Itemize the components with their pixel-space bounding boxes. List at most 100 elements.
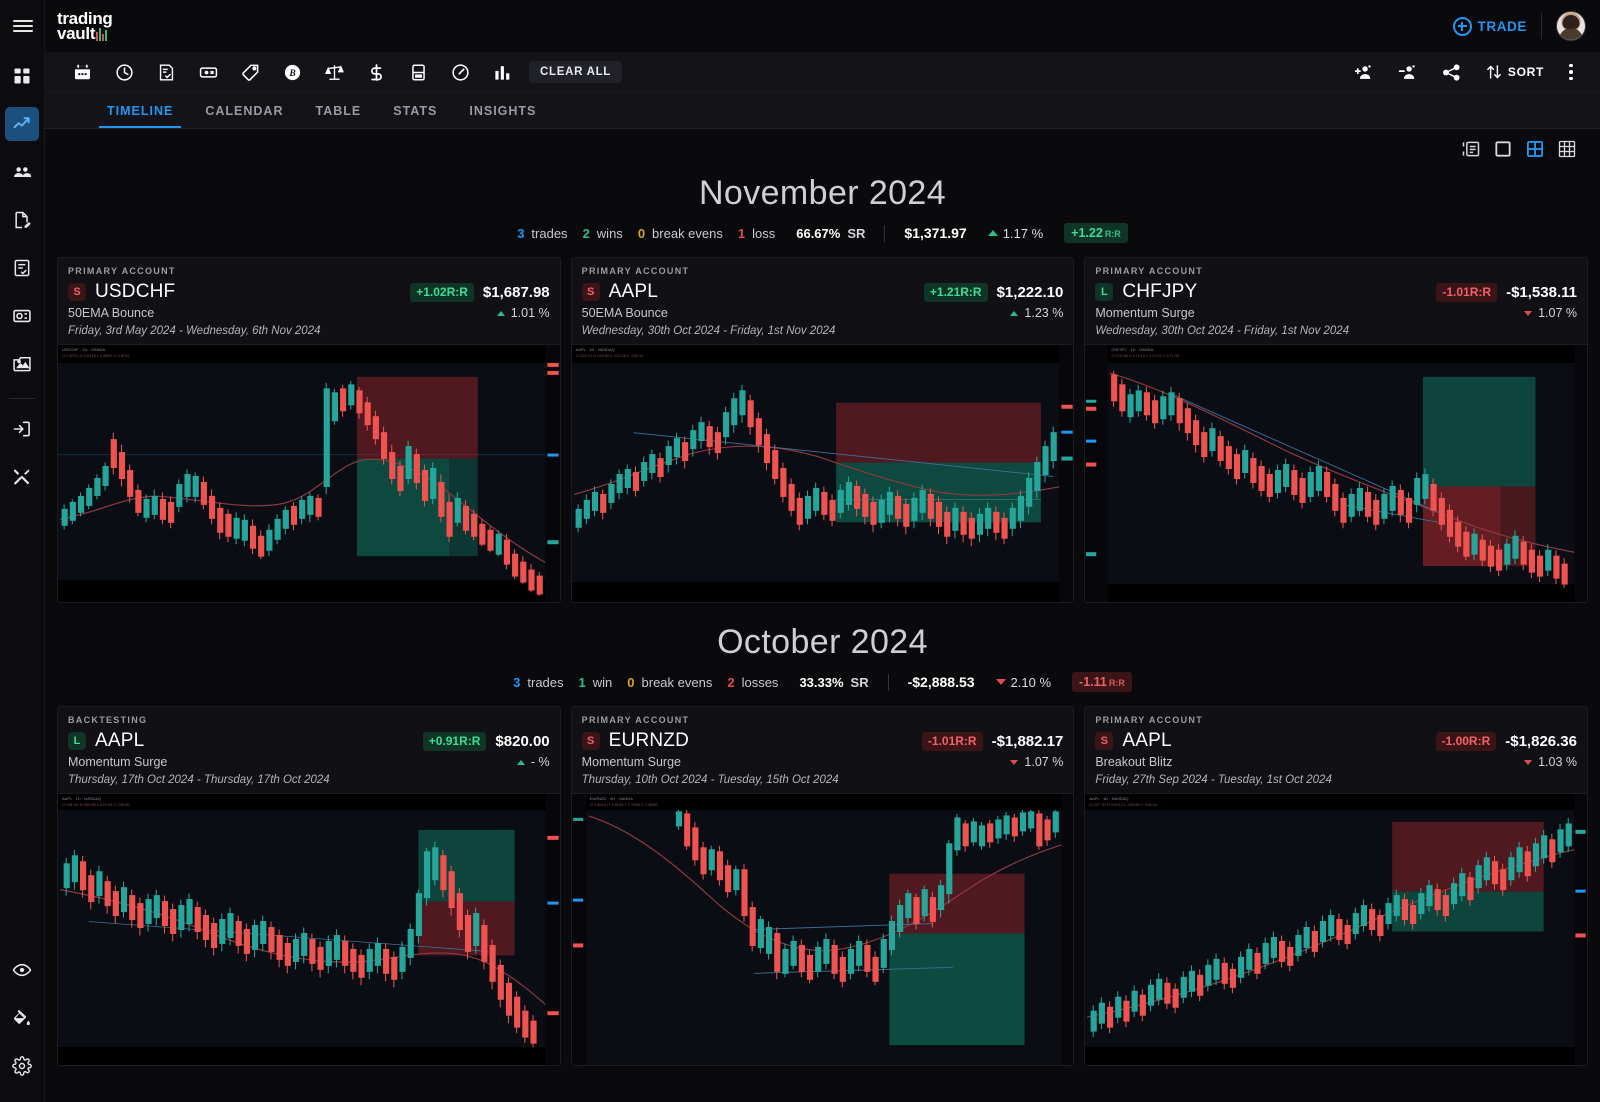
trade-chart[interactable]: AAPL · 1D · NASDAQ O 227.30 H 229.12 L 2… xyxy=(1085,793,1587,1065)
trend-down-icon xyxy=(1010,759,1019,765)
dollar-icon[interactable] xyxy=(355,52,397,93)
add-trade-label: TRADE xyxy=(1477,18,1527,34)
scales-icon[interactable] xyxy=(313,52,355,93)
success-rate-value: 33.33% xyxy=(799,674,844,690)
sidebar-item-community[interactable] xyxy=(5,155,39,189)
sidebar-item-import[interactable] xyxy=(5,412,39,446)
avatar[interactable] xyxy=(1556,11,1586,41)
tab-timeline[interactable]: TIMELINE xyxy=(91,93,189,128)
clock-icon[interactable] xyxy=(103,52,145,93)
note-check-icon[interactable] xyxy=(145,52,187,93)
sidebar-item-gallery[interactable] xyxy=(5,347,39,381)
sidebar-item-eye[interactable] xyxy=(5,953,39,987)
symbol-row: L CHFJPY -1.01R:R -$1,538.11 xyxy=(1095,281,1577,303)
trade-chart[interactable]: AAPL · 1D · NASDAQ O 225.14 H 229.80 L 2… xyxy=(571,344,1074,602)
strategy-label: 50EMA Bounce xyxy=(581,306,668,320)
success-rate-label: SR xyxy=(847,225,866,241)
month-rr-value: +1.22 xyxy=(1071,226,1103,240)
trade-chart[interactable]: AAPL · 1D · NASDAQ O 231.60 H 233.85 L 2… xyxy=(58,793,560,1065)
sort-button[interactable]: SORT xyxy=(1475,63,1554,81)
tab-stats[interactable]: STATS xyxy=(393,103,438,118)
brand-line-2: vault xyxy=(57,24,96,43)
trade-rr-value: -1.01 xyxy=(927,734,956,748)
trade-card[interactable]: PRIMARY ACCOUNT L CHFJPY -1.01R:R -$1,53… xyxy=(1084,257,1588,603)
chart-meta-text: AAPL · 1D · NASDAQ O 227.30 H 229.12 L 2… xyxy=(1089,796,1158,807)
stats-divider xyxy=(884,224,886,242)
trade-metrics: -1.01R:R -$1,538.11 xyxy=(1436,282,1577,302)
candlestick-chart-svg xyxy=(1085,345,1587,602)
trade-pct-change: 1.07 % xyxy=(1010,755,1063,769)
chart-meta-text: EURNZD · 4H · OANDA O 1.8012 H 1.8104 L … xyxy=(589,796,658,807)
trade-card[interactable]: BACKTESTING L AAPL +0.91R:R $820.00 M xyxy=(57,706,561,1066)
sidebar-item-settings[interactable] xyxy=(5,1049,39,1083)
trade-rr-badge: +0.91R:R xyxy=(422,731,487,751)
add-trade-button[interactable]: TRADE xyxy=(1452,16,1528,36)
trade-pct-change: 1.07 % xyxy=(1524,306,1577,320)
wins-count: 1 xyxy=(578,674,586,690)
view-tabs: TIMELINE CALENDAR TABLE STATS INSIGHTS xyxy=(45,93,1600,129)
trade-rr-value: +1.21 xyxy=(929,285,961,299)
sidebar-item-theme[interactable] xyxy=(5,1001,39,1035)
trend-down-icon xyxy=(995,679,1006,685)
symbol-label: EURNZD xyxy=(608,730,690,751)
trade-rr-badge: -1.01R:R xyxy=(921,731,983,751)
trade-rr-value: -1.00 xyxy=(1441,734,1469,748)
month-rr-unit: R:R xyxy=(1104,229,1121,239)
trade-chart[interactable]: EURNZD · 4H · OANDA O 1.8012 H 1.8104 L … xyxy=(571,793,1074,1065)
sidebar-item-trades[interactable] xyxy=(5,107,39,141)
candlestick-chart-svg xyxy=(571,794,1074,1065)
sidebar-item-dashboard[interactable] xyxy=(5,59,39,93)
trade-card[interactable]: PRIMARY ACCOUNT S AAPL -1.00R:R -$1,826.… xyxy=(1084,706,1588,1066)
side-badge: S xyxy=(1095,732,1114,750)
trade-rr-unit: R:R xyxy=(960,285,982,299)
trade-card-header: PRIMARY ACCOUNT S USDCHF +1.02R:R $1,687… xyxy=(58,258,560,344)
single-card-view-icon[interactable] xyxy=(1492,138,1514,160)
bitcoin-icon[interactable]: B xyxy=(271,52,313,93)
trade-card[interactable]: PRIMARY ACCOUNT S AAPL +1.21R:R $1,222.1… xyxy=(570,257,1075,603)
tab-table[interactable]: TABLE xyxy=(315,103,362,118)
tag-icon[interactable] xyxy=(229,52,271,93)
titlebar: trading vault TRADE xyxy=(12,0,1600,52)
sidebar-item-vault[interactable] xyxy=(5,299,39,333)
clear-all-button[interactable]: CLEAR ALL xyxy=(529,61,623,83)
trade-pct-value: 1.07 % xyxy=(1024,755,1064,769)
remove-user-icon[interactable] xyxy=(1387,52,1429,93)
grid-2x2-view-icon[interactable] xyxy=(1524,138,1546,160)
trade-card-header: PRIMARY ACCOUNT S AAPL -1.00R:R -$1,826.… xyxy=(1085,707,1587,793)
trade-pct-value: - % xyxy=(530,755,550,769)
brand-logo[interactable]: trading vault xyxy=(57,10,113,43)
trade-card[interactable]: PRIMARY ACCOUNT S EURNZD -1.01R:R -$1,88… xyxy=(570,706,1075,1066)
trade-card[interactable]: PRIMARY ACCOUNT S USDCHF +1.02R:R $1,687… xyxy=(57,257,561,603)
trade-pct-value: 1.01 % xyxy=(510,306,550,320)
list-detail-view-icon[interactable] xyxy=(1460,138,1482,160)
trade-chart[interactable]: USDCHF · 1D · OANDA O 0.8721 H 0.8745 L … xyxy=(58,344,560,602)
trade-pnl: $1,222.10 xyxy=(996,283,1064,301)
add-user-icon[interactable] xyxy=(1343,52,1385,93)
menu-icon[interactable] xyxy=(0,0,45,52)
symbol-row: S AAPL +1.21R:R $1,222.10 xyxy=(581,281,1064,303)
trade-rr-value: +1.02 xyxy=(416,285,447,299)
share-icon[interactable] xyxy=(1431,52,1473,93)
month-rr-value: -1.11 xyxy=(1079,675,1107,689)
sidebar-item-notes[interactable] xyxy=(5,251,39,285)
sidebar-item-tools[interactable] xyxy=(5,460,39,494)
tab-calendar[interactable]: CALENDAR xyxy=(205,103,284,118)
bar-chart-icon[interactable] xyxy=(481,52,523,93)
gauge-icon[interactable] xyxy=(439,52,481,93)
candlestick-chart-svg xyxy=(571,345,1074,602)
trade-pnl: -$1,538.11 xyxy=(1506,283,1577,301)
calendar-icon[interactable] xyxy=(61,52,103,93)
strategy-row: Momentum Surge 1.07 % xyxy=(1095,306,1577,320)
trade-daterange: Wednesday, 30th Oct 2024 - Friday, 1st N… xyxy=(581,325,836,337)
kebab-menu-icon[interactable] xyxy=(1556,52,1586,93)
trade-daterange: Friday, 3rd May 2024 - Wednesday, 6th No… xyxy=(68,325,321,337)
tab-insights[interactable]: INSIGHTS xyxy=(469,103,537,118)
cash-icon[interactable] xyxy=(187,52,229,93)
sidebar-item-journal[interactable] xyxy=(5,203,39,237)
trend-up-icon xyxy=(1010,310,1019,316)
breakevens-label: break evens xyxy=(652,225,723,241)
trade-chart[interactable]: CHFJPY · 1D · OANDA O 172.48 H 173.10 L … xyxy=(1085,344,1587,602)
grid-dense-view-icon[interactable] xyxy=(1556,138,1578,160)
panel-icon[interactable] xyxy=(397,52,439,93)
chart-meta-text: USDCHF · 1D · OANDA O 0.8721 H 0.8745 L … xyxy=(62,347,130,358)
